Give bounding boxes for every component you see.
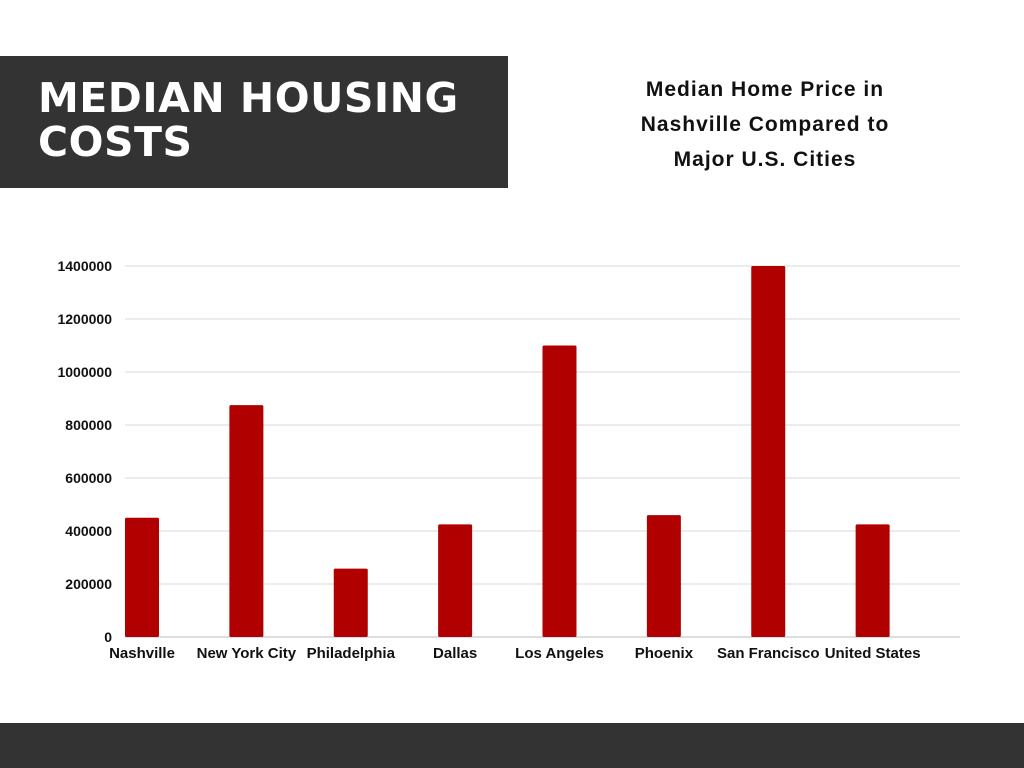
footer-bar: [0, 723, 1024, 768]
chart-title: Median Home Price in Nashville Compared …: [610, 72, 920, 177]
chart-title-line-3: Major U.S. Cities: [673, 148, 857, 171]
bar: [646, 515, 681, 637]
bar: [438, 524, 473, 637]
y-tick-label: 1400000: [57, 258, 112, 274]
bar: [855, 524, 890, 637]
x-tick-label: Phoenix: [635, 645, 694, 662]
x-tick-label: Dallas: [433, 645, 477, 662]
y-tick-label: 200000: [65, 576, 112, 592]
x-tick-label: Nashville: [109, 645, 175, 662]
bar: [333, 568, 368, 637]
y-tick-label: 800000: [65, 417, 112, 433]
bar-chart: 0 200000 400000 600000 800000 1000000 1200000 1…: [57, 258, 960, 662]
y-tick-label: 400000: [65, 523, 112, 539]
banner-title: MEDIAN HOUSING COSTS: [38, 74, 459, 166]
bar: [125, 517, 159, 637]
y-tick-label: 600000: [65, 470, 112, 486]
bar: [229, 405, 264, 637]
chart-title-line-2: Nashville Compared to: [640, 113, 890, 136]
x-tick-label: Philadelphia: [307, 645, 396, 662]
x-tick-label: San Francisco: [717, 645, 820, 662]
bar: [542, 345, 577, 637]
header-banner: MEDIAN HOUSING COSTS: [0, 56, 508, 188]
y-tick-label: 1200000: [57, 311, 112, 327]
x-tick-label: Los Angeles: [515, 645, 604, 662]
y-tick-label: 1000000: [57, 364, 112, 380]
chart-title-line-1: Median Home Price in: [645, 78, 885, 101]
bar: [751, 266, 786, 637]
x-tick-label: New York City: [197, 645, 297, 662]
x-tick-label: United States: [825, 645, 921, 662]
y-tick-label: 0: [104, 629, 112, 645]
